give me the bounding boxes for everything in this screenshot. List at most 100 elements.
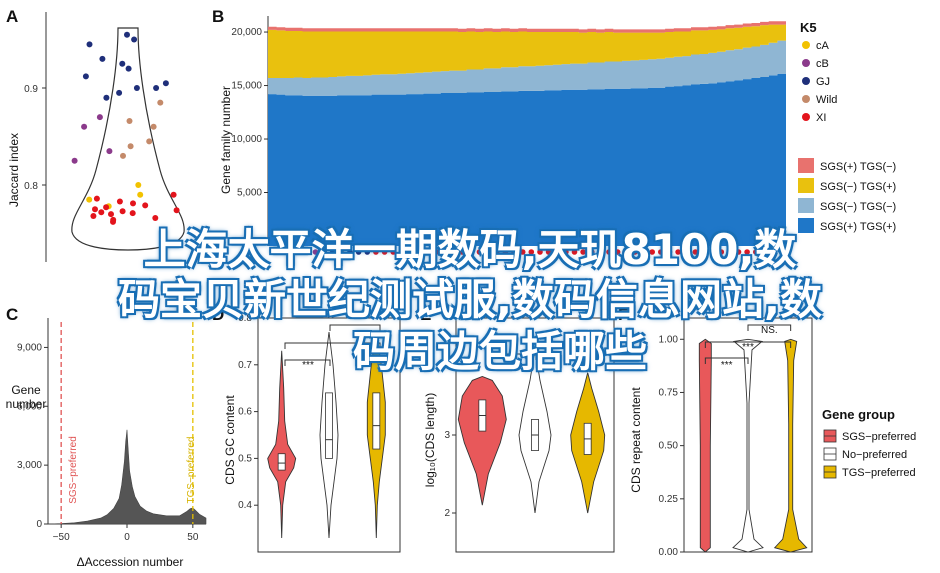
panel-a-point-wild [120,152,126,159]
panel-d-box [372,392,381,450]
panel-e-tick-label: 3 [444,430,450,441]
panel-b-accession-dot [269,249,276,255]
panel-c-x-tick-label: 0 [124,532,130,543]
panel-b-accession-dot [286,249,293,255]
panel-b-accession-dot [381,249,388,255]
panel-b-accession-dot [623,249,630,255]
panel-c-y-tick-label: 0 [36,519,42,530]
panel-b-accession-dot [735,249,742,255]
overlay-text-line-3: 码周边包括哪些 [352,327,647,376]
panel-f-sig-bracket-1 [704,357,749,364]
panel-b-accession-dot [321,249,327,255]
panel-e-y-title: log₁₀(CDS length) [423,393,437,487]
legend-group-label: SGS−preferred [842,431,916,443]
legend-stack-swatch [798,218,814,233]
panel-b-accession-dot [355,249,362,255]
panel-a-tick-label-09: 0.9 [24,84,38,95]
panel-f-sig-label-3: NS. [761,325,778,336]
panel-d-frame [257,317,401,553]
panel-c-x-tick-label: 50 [187,532,199,543]
legend-k5-swatch [802,95,810,103]
panel-b-accession-dot [606,249,612,255]
panel-a-point-gj [86,41,93,48]
panel-b-accession-dot [554,249,560,255]
legend-k5-swatch [802,41,810,49]
panel-a-point-xi [90,213,97,219]
panel-c: C Gene number 0 3,000 6,000 9,000 −50 0 50 ΔAc… [6,305,207,569]
panel-b-accession-dot [373,249,379,255]
panel-b-accession-dot [304,249,310,255]
panel-d-sig-bracket [329,324,381,331]
panel-b-series-sgstgs [268,21,786,33]
panel-b-accession-dot [433,249,440,255]
panel-b-tick-label: 10,000 [231,134,262,145]
panel-b-accession-dot [744,249,750,255]
panel-a-point-xi [170,191,177,198]
panel-c-y-title-line1: Gene [11,383,41,397]
legend-stack-label: SGS(+) TGS(−) [820,161,896,173]
panel-b-accession-dot [545,249,552,255]
panel-b-accession-dot [468,249,474,255]
panel-b-accession-dot [295,249,302,255]
legend-stack-swatch [798,198,814,213]
panel-e-violins: 2 3 4 [444,317,615,553]
panel-c-y-tick-label: 3,000 [17,460,42,471]
panel-b-accession-dot [485,249,491,255]
panel-b-accession-dot [476,249,483,255]
panel-b-tick-label: 20,000 [231,27,262,38]
panel-a-violin [71,27,185,251]
panel-e-tick-label: 2 [444,508,450,519]
panel-e-violin [457,376,507,506]
panel-b-accession-dot [563,249,569,255]
panel-a-point-gj [131,36,138,43]
panel-c-sgs-label: SGS−preferred [68,436,79,504]
panel-f-tick-label: 0.75 [659,387,679,398]
panel-d-tick-label: 0.4 [238,500,252,511]
panel-f-violin [732,338,764,553]
panel-b-accession-dot [494,249,500,255]
panel-a-point-xi [130,200,136,207]
panel-a-point-cb [96,114,103,121]
panel-b-accession-dot [338,249,345,255]
panel-a-point-cb [106,148,113,155]
panel-f-tick-label: 1.00 [659,334,679,345]
panel-e-sig-bracket [485,353,537,360]
panel-b-accession-dot [675,249,681,255]
panel-a-point-gj [162,80,169,87]
panel-a-point-wild [126,118,133,124]
panel-b-accession-dot [770,249,776,255]
overlay-text-line-2: 码宝贝新世纪测试服,数码信息网站,数 [118,275,822,324]
panel-b-accession-dot [399,249,405,255]
panel-b-y-title: Gene family number [219,86,233,194]
panel-a-point-gj [119,60,126,67]
panel-b-accession-dot [709,249,716,255]
panel-a-point-gj [133,85,140,91]
overlay-text-line-1: 上海太平洋一期数码,天玑8100,数 [143,225,797,274]
panel-b-series-sgstgs [268,24,786,79]
panel-b-accession-dot [614,249,621,255]
panel-b-accession-dot [278,249,284,255]
panel-a-point-wild [146,138,153,145]
panel-b-accession-dots [269,249,785,255]
legend-stack-swatch [798,158,814,173]
panel-f-sig-label-2: *** [742,342,754,353]
panel-b-accession-dot [459,249,466,255]
panel-a-point-xi [173,207,180,214]
panel-a-point-xi [93,195,100,202]
panel-d-sig-bracket [284,359,331,366]
panel-f-sig-bracket-2 [704,341,792,348]
panel-b-series-sgstgs [268,73,786,246]
legend-gene-group: Gene group SGS−preferred No−preferred TGS−… [822,407,916,479]
panel-a-point-gj [99,55,106,62]
panel-b-series-sgstgs [268,40,786,96]
panel-c-letter: C [6,305,18,324]
panel-d-tick-label: 0.5 [238,453,252,464]
panel-b-accession-dot [424,249,431,255]
legend-k5-label: cB [816,58,829,70]
panel-b-accession-dot [442,249,448,255]
panel-e: E log₁₀(CDS length) 2 3 4 [420,305,615,553]
panel-a-letter: A [6,7,18,26]
legend-k5-label: cA [816,40,830,52]
panel-b-accession-dot [649,249,655,255]
panel-f-sig-label-1: *** [721,360,733,371]
